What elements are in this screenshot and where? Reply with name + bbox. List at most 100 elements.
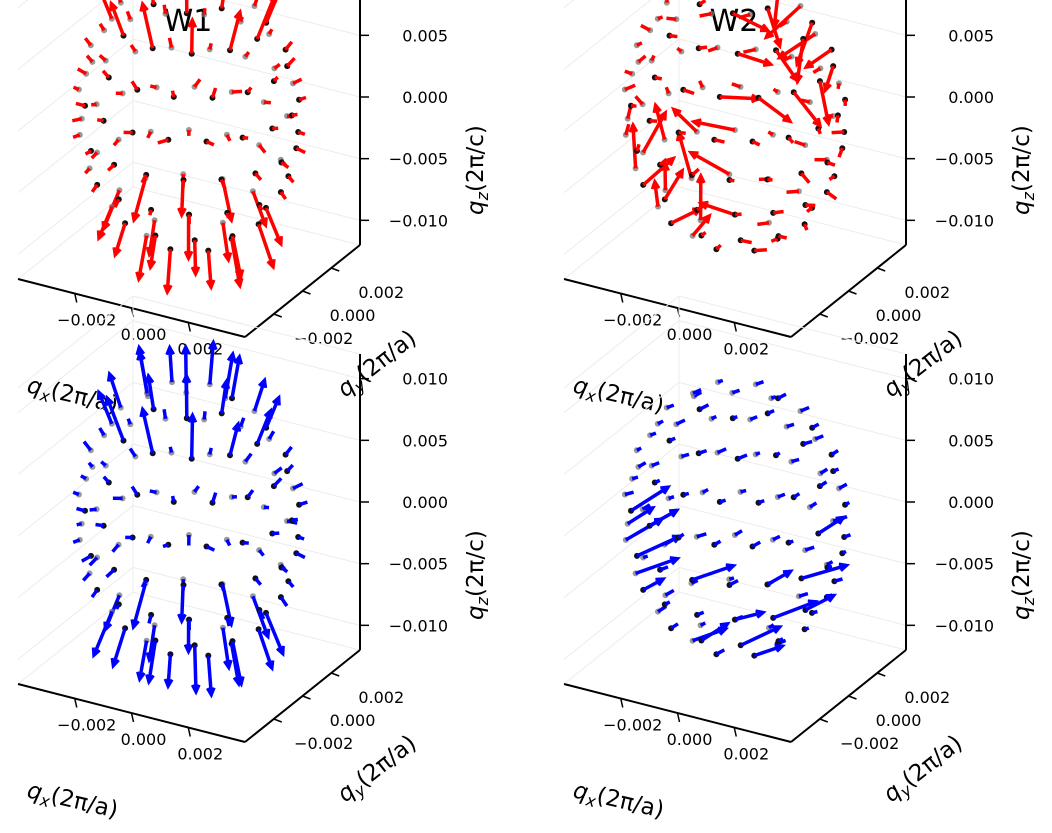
y-tick-mark [302, 290, 311, 295]
vector-arrow [125, 10, 132, 20]
left-top-edge [17, 295, 134, 389]
vector-arrow [802, 223, 809, 231]
vector-arrow [148, 209, 153, 216]
vector-field [72, 338, 308, 699]
y-tick-label: −0.002 [294, 734, 353, 753]
vector-arrow [826, 564, 833, 570]
x-axis-label: qx(2π/a) [570, 373, 667, 422]
vector-arrow [635, 446, 643, 452]
z-gridline-back-2 [678, 443, 907, 503]
vector-arrow [101, 69, 111, 79]
vector-arrow [189, 19, 195, 54]
vector-arrowhead [652, 101, 662, 114]
vector-arrow [292, 482, 304, 490]
x-tick-label: −0.002 [603, 311, 662, 330]
vector-arrow [91, 102, 97, 107]
vector-arrow [766, 569, 792, 587]
vector-arrow [170, 495, 176, 503]
vector-arrow [767, 130, 774, 137]
vector-arrow [743, 47, 757, 54]
vector-arrow [835, 115, 840, 123]
vector-arrowhead [231, 420, 242, 432]
vector-arrow [696, 203, 707, 212]
vector-arrow [146, 130, 153, 139]
vector-arrow [767, 177, 773, 182]
vector-arrowhead [763, 29, 775, 40]
vector-arrowhead [233, 353, 244, 365]
vector-arrow [666, 403, 675, 410]
vector-arrow [770, 395, 777, 400]
vector-arrow [115, 603, 121, 610]
vector-arrow [254, 577, 263, 586]
vector-arrow [707, 45, 719, 53]
vector-arrow [264, 612, 285, 655]
vector-arrow [90, 151, 99, 160]
vector-arrow [732, 11, 769, 33]
vector-arrow [76, 506, 86, 513]
vector-arrowhead [135, 343, 146, 356]
vector-arrow [219, 583, 226, 592]
vector-arrow [129, 44, 137, 53]
vector-arrow [696, 610, 705, 617]
panel-top-right: −0.002 0.000 0.002 −0.002 0.000 0.002 0.010 0.0… [563, 0, 1038, 422]
x-tick-mark [620, 698, 624, 708]
x-tick-label: −0.002 [603, 716, 662, 735]
vector-arrow [805, 203, 816, 208]
vector-arrowhead [660, 485, 672, 495]
z-gridline-left-0 [17, 566, 134, 660]
vector-arrowhead [105, 394, 115, 406]
z-tick-label: 0.005 [402, 26, 448, 45]
back-bottom-edge [132, 591, 361, 651]
vector-arrow [126, 418, 132, 425]
left-top-edge [563, 295, 680, 389]
vector-arrow [148, 235, 158, 268]
vector-arrowhead [163, 678, 174, 690]
y-tick-label: 0.000 [876, 306, 922, 325]
vector-arrow [210, 87, 218, 99]
vector-arrow [715, 243, 722, 251]
vector-arrowhead [181, 372, 192, 384]
z-tick-label: −0.005 [389, 555, 448, 574]
vector-arrow [98, 22, 106, 32]
vector-arrow [255, 0, 275, 40]
vector-arrow [804, 48, 833, 69]
vector-arrowhead [695, 172, 706, 184]
vector-arrow [83, 167, 91, 175]
vector-arrowhead [628, 121, 639, 133]
vector-arrow [112, 138, 120, 147]
vector-arrow [772, 87, 779, 94]
vector-arrow [208, 447, 213, 455]
vector-arrow [254, 172, 263, 182]
x-tick-label: 0.000 [121, 730, 167, 749]
vector-arrow [92, 610, 114, 657]
vector-arrow [800, 98, 811, 104]
vector-arrow [285, 57, 296, 68]
vector-arrow [698, 403, 710, 411]
z-gridline-left-3 [17, 381, 134, 475]
z-tick-label: 0.010 [402, 370, 448, 389]
grid [17, 0, 361, 280]
vector-arrowhead [838, 562, 851, 572]
vector-arrow [678, 130, 686, 135]
vector-arrow [654, 478, 661, 485]
vector-arrow [699, 621, 707, 627]
vector-arrowhead [271, 394, 281, 406]
vector-arrow [140, 579, 148, 589]
x-tick-label: −0.002 [57, 311, 116, 330]
vector-arrow [650, 54, 656, 62]
x-tick-label: −0.002 [57, 716, 116, 735]
vector-arrowhead [803, 59, 815, 70]
vector-arrow [777, 492, 786, 499]
vector-arrow [166, 654, 173, 687]
vector-arrow [675, 418, 686, 426]
x-tick-mark [74, 293, 78, 303]
vector-arrow [811, 422, 820, 430]
z-gridline-back-4 [132, 320, 361, 380]
vector-arrow [263, 505, 270, 510]
vector-arrow [208, 42, 213, 50]
vector-arrow [792, 91, 822, 127]
x-tick-mark [733, 322, 737, 332]
vector-arrowhead [258, 376, 268, 389]
x-tick-label: 0.002 [723, 745, 769, 764]
